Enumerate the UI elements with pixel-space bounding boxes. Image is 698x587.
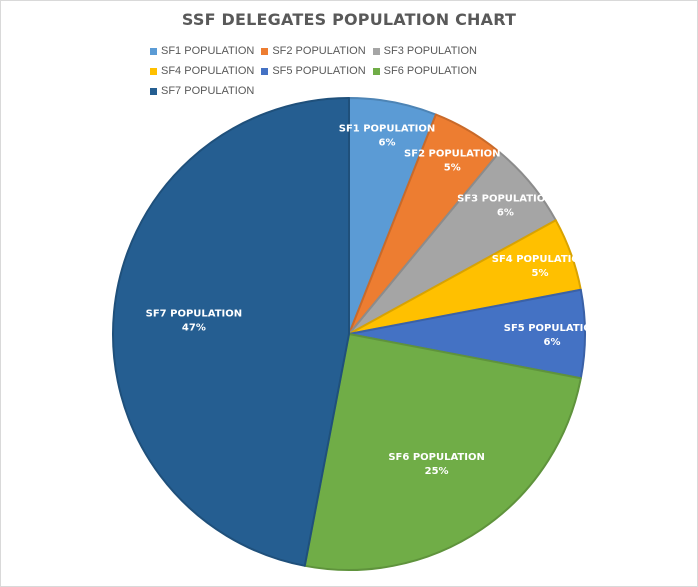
pie-data-label-3: SF3 POPULATION 6% bbox=[457, 194, 554, 219]
legend-swatch bbox=[150, 47, 157, 55]
pie-label-value: 47% bbox=[182, 322, 206, 333]
pie-data-label-6: SF6 POPULATION 25% bbox=[388, 452, 485, 477]
legend-item-3: SF3 POPULATION bbox=[372, 44, 477, 58]
pie-label-category: SF5 POPULATION bbox=[504, 323, 601, 334]
pie-slice-7 bbox=[112, 97, 350, 567]
pie-data-label-5: SF5 POPULATION 6% bbox=[504, 323, 601, 348]
pie-data-label-7: SF7 POPULATION 47% bbox=[146, 308, 243, 333]
pie-data-label-4: SF4 POPULATION 5% bbox=[492, 254, 589, 279]
legend-label: SF1 POPULATION bbox=[161, 45, 255, 57]
legend-label: SF6 POPULATION bbox=[383, 65, 477, 77]
pie-label-value: 6% bbox=[379, 138, 396, 149]
pie-label-value: 25% bbox=[425, 466, 449, 477]
pie-label-category: SF2 POPULATION bbox=[404, 148, 501, 159]
legend-item-2: SF2 POPULATION bbox=[261, 44, 366, 58]
pie-label-category: SF7 POPULATION bbox=[146, 308, 243, 319]
legend-swatch bbox=[150, 87, 157, 95]
legend-label: SF2 POPULATION bbox=[272, 45, 366, 57]
pie-data-label-2: SF2 POPULATION 5% bbox=[404, 148, 501, 173]
pie-labels: SF1 POPULATION 6% SF2 POPULATION 5% SF3 POPU… bbox=[146, 124, 601, 477]
pie-slice-6 bbox=[303, 333, 582, 571]
pie-data-label-1: SF1 POPULATION 6% bbox=[339, 124, 436, 149]
legend-item-7: SF7 POPULATION bbox=[150, 84, 254, 98]
legend-swatch bbox=[150, 67, 157, 75]
pie-label-category: SF1 POPULATION bbox=[339, 124, 436, 135]
chart-title: SSF DELEGATES POPULATION CHART bbox=[181, 10, 517, 29]
legend-swatch bbox=[261, 47, 269, 55]
legend-item-4: SF4 POPULATION bbox=[150, 64, 254, 78]
legend-item-6: SF6 POPULATION bbox=[372, 64, 477, 78]
pie-label-category: SF6 POPULATION bbox=[388, 452, 485, 463]
chart-legend: SF1 POPULATION SF2 POPULATION SF3 POPULATI… bbox=[150, 44, 570, 98]
legend-label: SF7 POPULATION bbox=[161, 85, 255, 97]
legend-swatch bbox=[372, 47, 380, 55]
legend-label: SF4 POPULATION bbox=[161, 65, 255, 77]
legend-swatch bbox=[261, 67, 269, 75]
pie-label-value: 5% bbox=[444, 162, 461, 173]
pie-label-category: SF4 POPULATION bbox=[492, 254, 589, 265]
pie-slices bbox=[112, 97, 586, 571]
legend-swatch bbox=[372, 67, 380, 75]
pie-label-value: 5% bbox=[532, 268, 549, 279]
pie-label-value: 6% bbox=[544, 337, 561, 348]
legend-item-5: SF5 POPULATION bbox=[261, 64, 366, 78]
legend-label: SF5 POPULATION bbox=[272, 65, 366, 77]
legend-item-1: SF1 POPULATION bbox=[150, 44, 254, 58]
legend-label: SF3 POPULATION bbox=[383, 45, 477, 57]
pie-label-category: SF3 POPULATION bbox=[457, 194, 554, 205]
pie-label-value: 6% bbox=[497, 208, 514, 219]
